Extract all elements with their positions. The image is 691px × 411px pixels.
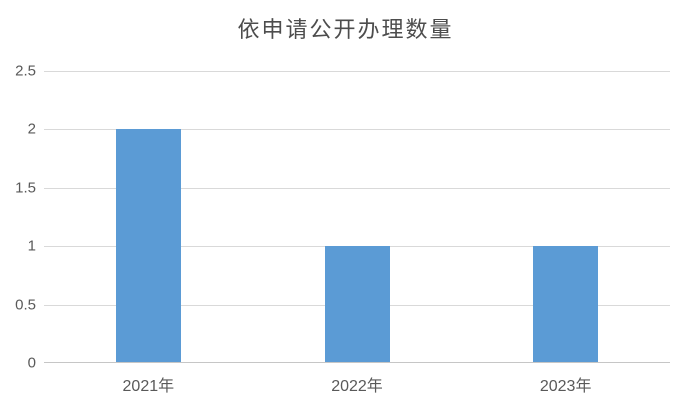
y-tick-label: 1.5 <box>15 179 36 197</box>
y-tick-label: 0.5 <box>15 296 36 314</box>
plot-area <box>44 71 670 363</box>
y-tick-label: 1 <box>27 237 36 255</box>
bar <box>324 246 390 363</box>
x-axis-label: 2022年 <box>331 378 383 395</box>
gridline <box>44 129 670 131</box>
x-axis: 2021年 2022年 2023年 <box>44 372 670 396</box>
y-tick-label: 2.5 <box>15 62 36 80</box>
bar <box>533 246 599 363</box>
y-tick-label: 0 <box>27 354 36 372</box>
chart-title: 依申请公开办理数量 <box>237 17 454 42</box>
gridline <box>44 187 670 189</box>
bar <box>115 129 181 363</box>
x-axis-label: 2021年 <box>122 378 175 395</box>
y-axis: 0 0.5 1 1.5 2 2.5 <box>0 63 40 372</box>
x-axis-line <box>44 362 670 363</box>
x-axis-label: 2023年 <box>539 378 592 395</box>
gridline <box>44 71 670 72</box>
y-tick-label: 2 <box>27 120 36 138</box>
